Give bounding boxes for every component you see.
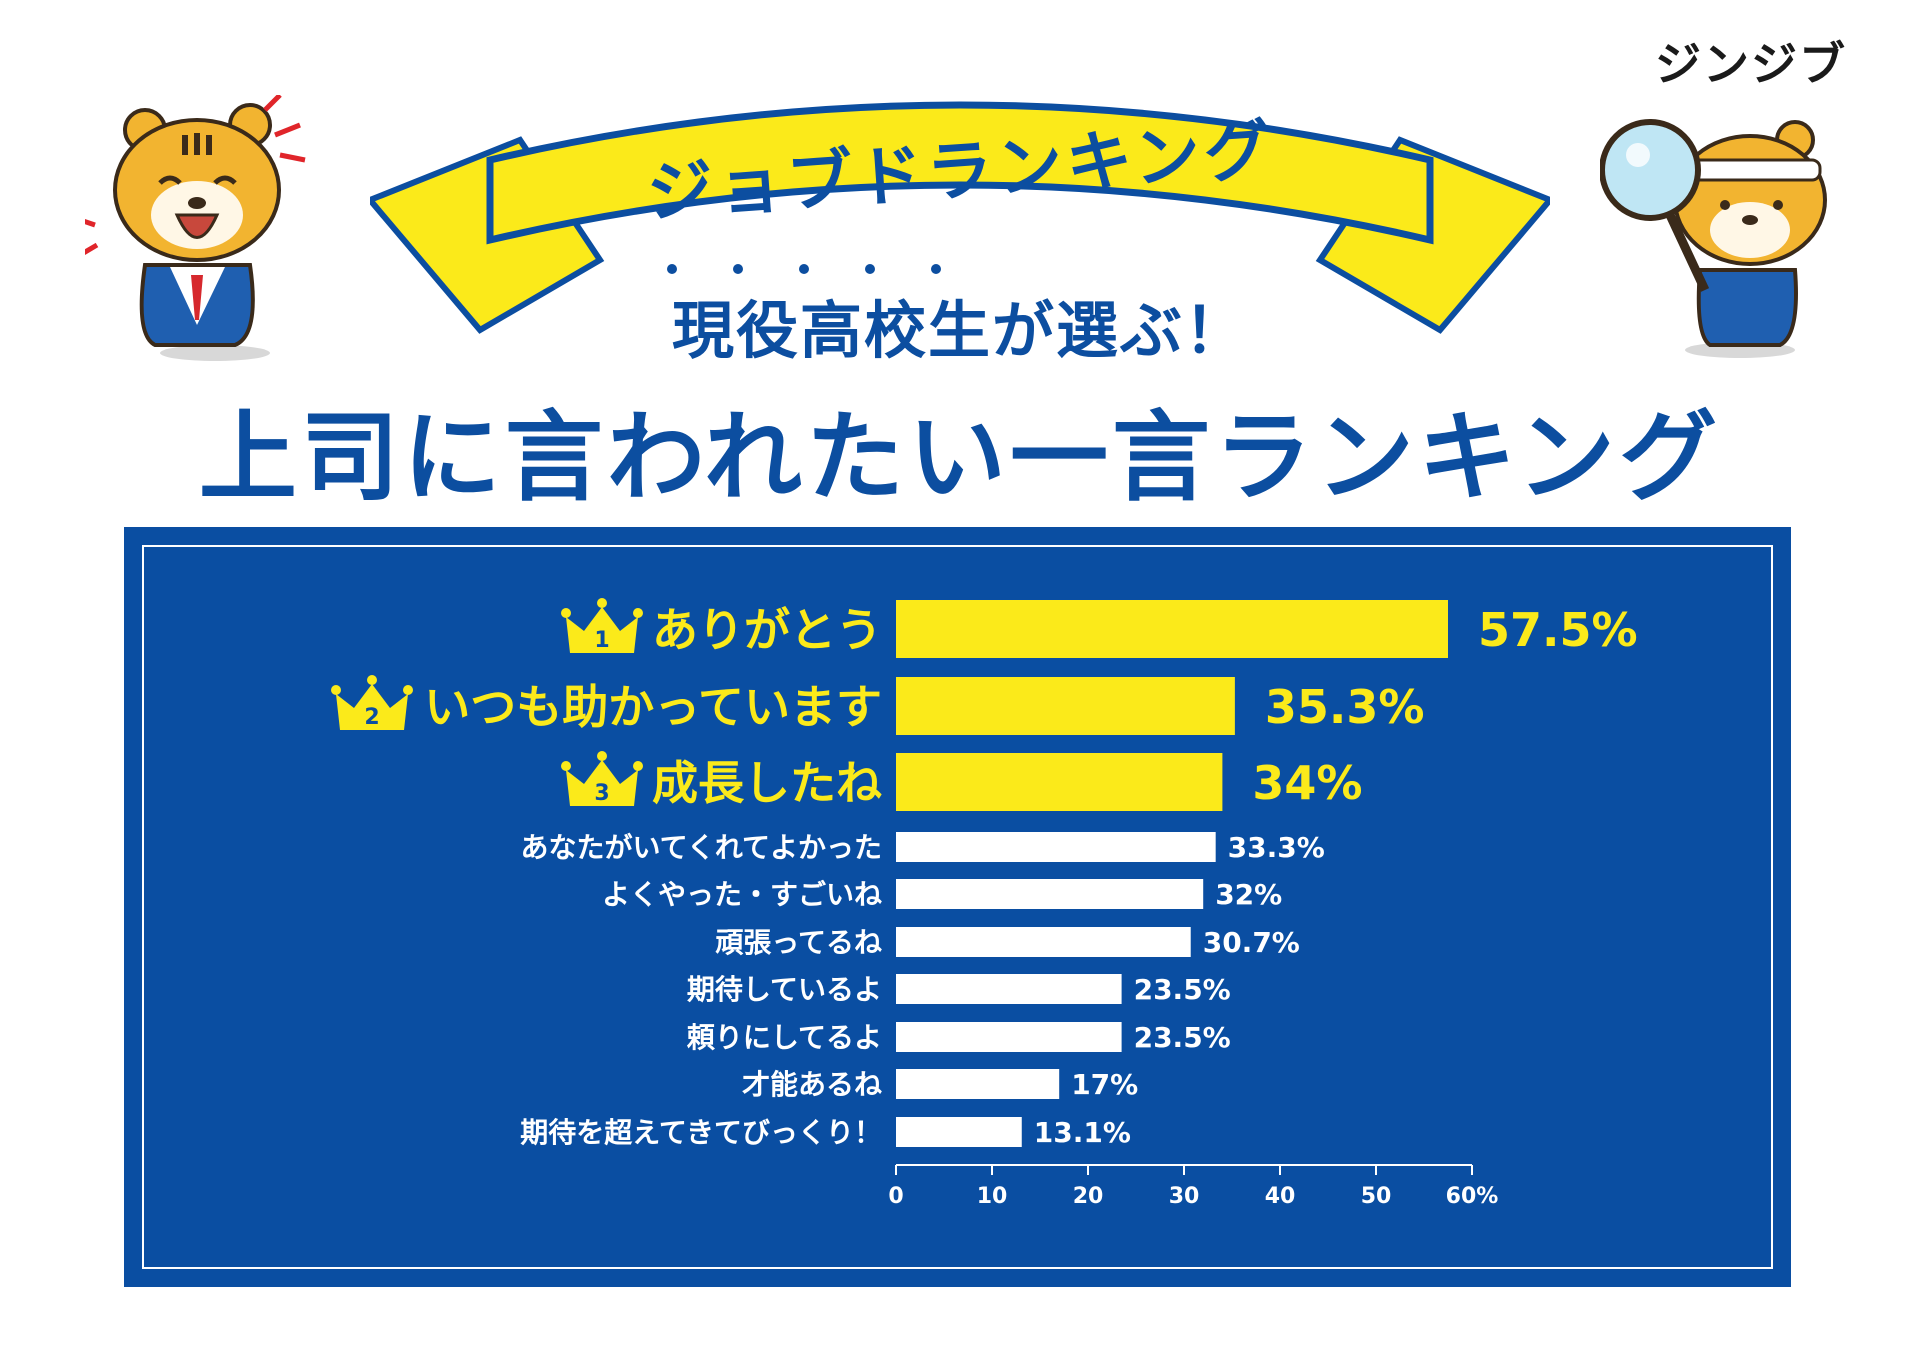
bar xyxy=(896,1069,1060,1099)
crown-rank-number: 2 xyxy=(364,705,379,730)
category-label: 頑張ってるね xyxy=(715,926,882,959)
value-label: 34% xyxy=(1252,756,1362,810)
tiger-mascot-icon xyxy=(85,95,306,361)
bar xyxy=(896,753,1223,811)
bar xyxy=(896,832,1216,862)
crown-rank-number: 1 xyxy=(594,628,609,653)
category-label: 才能あるね xyxy=(742,1068,882,1101)
brand-logo: ジンジブ xyxy=(1655,37,1847,91)
value-label: 30.7% xyxy=(1203,926,1300,959)
category-label: 頼りにしてるよ xyxy=(687,1021,882,1054)
x-tick-label: 30 xyxy=(1169,1184,1200,1209)
category-label: 成長したね xyxy=(652,756,882,810)
value-label: 23.5% xyxy=(1134,1021,1231,1054)
chart-panel-border xyxy=(142,545,1773,1269)
bar xyxy=(896,677,1235,735)
bar xyxy=(896,927,1191,957)
value-label: 17% xyxy=(1071,1068,1138,1101)
bar xyxy=(896,1117,1022,1147)
bar xyxy=(896,974,1122,1004)
category-label: あなたがいてくれてよかった xyxy=(521,831,882,864)
category-label: よくやった・すごいね xyxy=(602,878,882,911)
value-label: 23.5% xyxy=(1134,973,1231,1006)
bar xyxy=(896,1022,1122,1052)
category-label: 期待しているよ xyxy=(687,973,882,1006)
bar xyxy=(896,879,1204,909)
x-tick-label: 60% xyxy=(1446,1184,1499,1209)
main-title: 上司に言われたい一言ランキング xyxy=(198,401,1722,515)
crown-icon xyxy=(561,598,643,653)
value-label: 32% xyxy=(1215,878,1282,911)
value-label: 13.1% xyxy=(1034,1116,1131,1149)
x-tick-label: 20 xyxy=(1073,1184,1104,1209)
value-label: 33.3% xyxy=(1228,831,1325,864)
ribbon-banner xyxy=(370,101,1550,334)
subtitle: 現役高校生が選ぶ！ xyxy=(671,294,1248,367)
x-tick-label: 50 xyxy=(1361,1184,1392,1209)
category-label: いつも助かっています xyxy=(424,680,882,734)
x-tick-label: 0 xyxy=(888,1184,903,1209)
category-label: ありがとう xyxy=(652,603,882,657)
ribbon-body xyxy=(486,101,1434,245)
crown-icon xyxy=(331,675,413,730)
tiger-detective-icon xyxy=(1600,119,1827,358)
x-tick-label: 10 xyxy=(977,1184,1008,1209)
category-label: 期待を超えてきてびっくり！ xyxy=(520,1116,882,1149)
value-label: 57.5% xyxy=(1478,603,1638,657)
crown-rank-number: 3 xyxy=(594,781,609,806)
emphasis-dots xyxy=(667,264,941,274)
bar xyxy=(896,600,1448,658)
value-label: 35.3% xyxy=(1265,680,1425,734)
x-tick-label: 40 xyxy=(1265,1184,1296,1209)
crown-icon xyxy=(561,751,643,806)
